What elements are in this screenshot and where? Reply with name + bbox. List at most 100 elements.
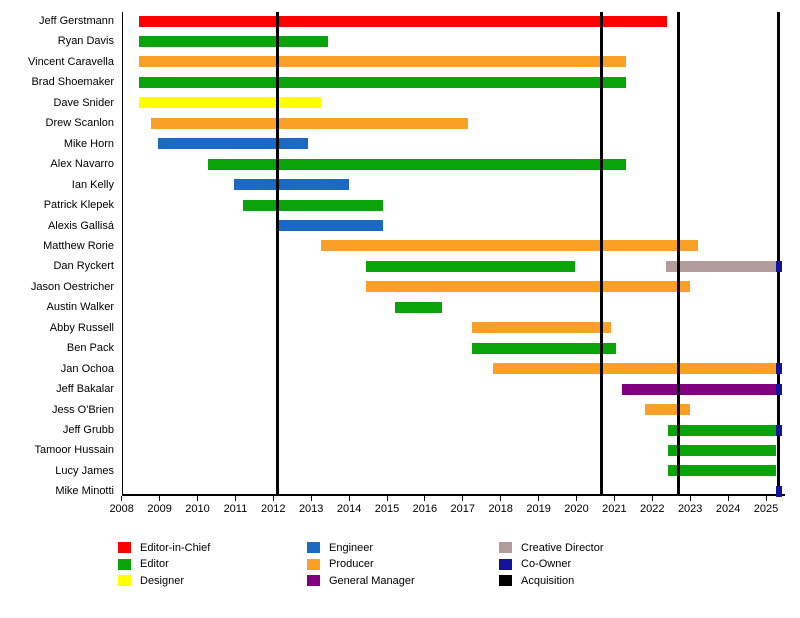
person-label: Jeff Bakalar bbox=[56, 383, 114, 396]
person-label: Ben Pack bbox=[66, 342, 114, 355]
timeline-bar-engineer bbox=[233, 179, 350, 191]
timeline-bar-editor bbox=[208, 158, 626, 170]
person-label: Patrick Klepek bbox=[43, 199, 114, 212]
timeline-bar-producer bbox=[493, 363, 777, 375]
legend-label: Editor-in-Chief bbox=[140, 541, 211, 554]
acquisition-line bbox=[776, 12, 780, 494]
axis-tick-label: 2009 bbox=[147, 503, 172, 515]
timeline-bar-designer bbox=[138, 97, 321, 109]
legend-swatch-acquisition bbox=[499, 575, 512, 586]
person-label: Abby Russell bbox=[49, 321, 114, 334]
person-label: Drew Scanlon bbox=[45, 117, 114, 130]
person-label: Jeff Gerstmann bbox=[39, 15, 114, 27]
person-label: Dave Snider bbox=[53, 96, 114, 109]
person-label: Ryan Davis bbox=[57, 35, 114, 48]
legend: Editor-in-Chief Editor Designer Engineer Pro… bbox=[0, 530, 800, 618]
timeline-bar-co-owner bbox=[776, 383, 783, 395]
acquisition-line bbox=[599, 12, 603, 494]
timeline-bar-engineer bbox=[157, 138, 309, 150]
timeline-bar-general-manager bbox=[622, 383, 777, 395]
legend-swatch-engineer bbox=[307, 542, 320, 553]
axis-tick-label: 2008 bbox=[109, 503, 134, 515]
axis-tick bbox=[500, 495, 502, 501]
axis-tick bbox=[121, 495, 123, 501]
legend-label: Editor bbox=[140, 558, 169, 570]
timeline-bar-engineer bbox=[277, 220, 384, 231]
timeline-bar-editor bbox=[243, 199, 384, 211]
legend-label: Producer bbox=[329, 558, 374, 570]
person-label: Dan Ryckert bbox=[53, 260, 114, 273]
person-label: Alexis Gallisá bbox=[47, 219, 114, 232]
legend-label: Engineer bbox=[329, 541, 374, 554]
axis-tick-label: 2021 bbox=[602, 503, 627, 515]
legend-label: Creative Director bbox=[521, 541, 604, 554]
axis-tick-label: 2023 bbox=[677, 503, 703, 515]
axis-tick-label: 2019 bbox=[526, 503, 551, 515]
axis-tick bbox=[462, 495, 464, 501]
person-label: Austin Walker bbox=[46, 301, 114, 314]
timeline-bar-producer bbox=[472, 322, 611, 334]
axis-tick-label: 2010 bbox=[185, 503, 210, 515]
axis-tick bbox=[765, 495, 767, 501]
timeline-bar-co-owner bbox=[776, 363, 783, 375]
axis-tick bbox=[159, 495, 161, 501]
legend-swatch-editor bbox=[118, 558, 131, 570]
timeline-bar-editor bbox=[394, 301, 442, 313]
axis-tick-label: 2020 bbox=[564, 503, 589, 515]
timeline-bar-editor bbox=[667, 465, 777, 477]
person-label: Vincent Caravella bbox=[27, 55, 114, 68]
axis-tick-label: 2013 bbox=[298, 503, 324, 515]
acquisition-line bbox=[677, 12, 681, 494]
axis-tick-label: 2015 bbox=[374, 503, 400, 515]
x-axis bbox=[121, 494, 785, 496]
legend-label: General Manager bbox=[329, 574, 415, 587]
person-label: Mike Minotti bbox=[55, 485, 114, 498]
person-label: Jeff Grubb bbox=[62, 424, 114, 436]
legend-label: Co-Owner bbox=[521, 558, 572, 570]
timeline-bar-editor bbox=[667, 424, 777, 436]
axis-tick bbox=[651, 495, 653, 501]
axis-tick bbox=[348, 495, 350, 501]
timeline-bar-editor bbox=[138, 36, 329, 47]
timeline-bar-editor-in-chief bbox=[138, 15, 668, 27]
axis-tick bbox=[310, 495, 312, 501]
axis-tick bbox=[613, 495, 615, 501]
timeline-bar-producer bbox=[366, 281, 691, 293]
timeline-bar-editor bbox=[667, 444, 777, 456]
timeline-bar-co-owner bbox=[776, 424, 783, 436]
person-label: Jess O'Brien bbox=[51, 403, 114, 416]
y-axis bbox=[121, 12, 123, 494]
legend-swatch-co-owner bbox=[499, 558, 512, 570]
axis-tick-label: 2011 bbox=[223, 503, 248, 515]
person-label: Tamoor Hussain bbox=[34, 444, 114, 457]
axis-tick bbox=[386, 495, 388, 501]
timeline-bar-editor bbox=[472, 342, 617, 354]
timeline-bar-co-owner bbox=[776, 485, 783, 497]
axis-tick-label: 2017 bbox=[450, 503, 476, 515]
axis-tick-label: 2025 bbox=[753, 503, 779, 515]
person-label: Alex Navarro bbox=[50, 158, 114, 171]
legend-swatch-designer bbox=[118, 575, 131, 586]
legend-label: Designer bbox=[140, 574, 185, 587]
person-label: Brad Shoemaker bbox=[31, 76, 114, 89]
legend-swatch-producer bbox=[307, 558, 320, 570]
timeline-bar-editor bbox=[138, 76, 626, 88]
axis-tick-label: 2024 bbox=[715, 503, 741, 515]
person-label: Ian Kelly bbox=[71, 178, 114, 191]
legend-swatch-editor-in-chief bbox=[118, 542, 131, 553]
axis-tick-label: 2016 bbox=[412, 503, 438, 515]
timeline-bar-co-owner bbox=[776, 260, 783, 272]
timeline-bar-editor bbox=[366, 260, 575, 272]
person-label: Lucy James bbox=[55, 464, 114, 477]
person-label: Mike Horn bbox=[63, 137, 114, 150]
person-label: Jason Oestricher bbox=[30, 280, 114, 293]
legend-swatch-general-manager bbox=[307, 575, 320, 586]
axis-tick-label: 2012 bbox=[261, 503, 286, 515]
legend-swatch-creative-director bbox=[499, 542, 512, 553]
legend-label: Acquisition bbox=[521, 574, 575, 587]
timeline-bar-producer bbox=[644, 404, 691, 416]
axis-tick-label: 2022 bbox=[640, 503, 665, 515]
axis-tick bbox=[424, 495, 426, 501]
axis-tick bbox=[576, 495, 577, 501]
